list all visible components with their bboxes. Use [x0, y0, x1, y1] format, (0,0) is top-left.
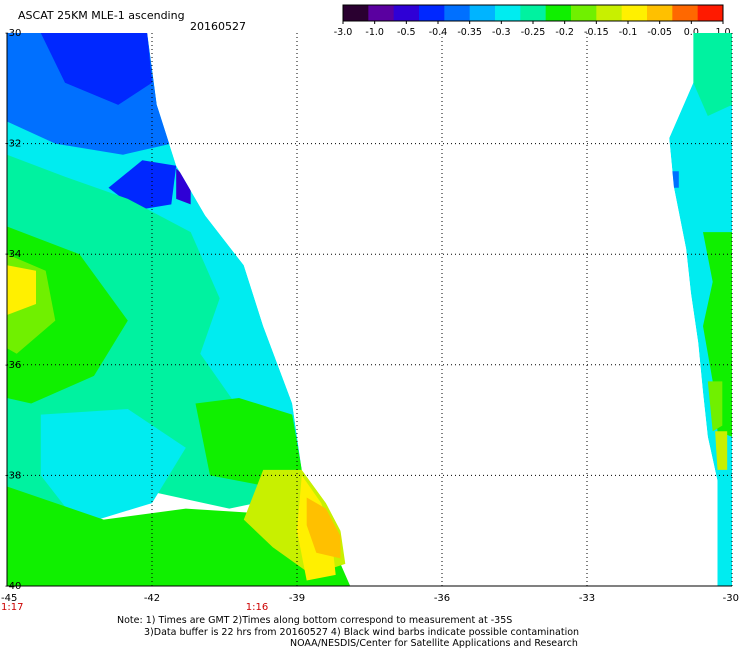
- colorbar-swatch: [419, 5, 445, 21]
- lat-tick-label: -32: [5, 139, 21, 150]
- colorbar-label: -3.0: [334, 27, 353, 38]
- lon-tick-label: -36: [434, 593, 450, 604]
- swath-west-region-9: [195, 398, 302, 487]
- swath-west: [7, 33, 351, 586]
- time-label: 1:16: [246, 602, 268, 613]
- colorbar-swatch: [368, 5, 395, 21]
- swath-east-region-3: [703, 232, 732, 437]
- colorbar-label: -0.05: [647, 27, 672, 38]
- colorbar: -3.0 -1.0 -0.5 -0.4 -0.35 -0.3 -0.25 -0.2 -0.15-…: [334, 4, 731, 38]
- colorbar-label: 0.0: [684, 27, 699, 38]
- lon-tick-label: -30: [723, 593, 739, 604]
- colorbar-label: -0.15: [584, 27, 609, 38]
- footnote-line-2: 3)Data buffer is 22 hrs from 20160527 4)…: [144, 627, 580, 638]
- swath-west-region-3: [108, 160, 177, 210]
- colorbar-swatch: [571, 5, 597, 21]
- map-title: ASCAT 25KM MLE-1 ascending: [18, 9, 185, 22]
- lon-tick-label: -45: [1, 593, 17, 604]
- colorbar-label: -0.3: [492, 27, 511, 38]
- swath-east-region-5: [715, 431, 728, 470]
- colorbar-swatch: [647, 5, 673, 21]
- colorbar-swatch: [596, 5, 623, 21]
- colorbar-swatch: [495, 5, 521, 21]
- graticule: [6, 33, 733, 587]
- colorbar-swatch: [621, 5, 648, 21]
- swath-west-region-4: [176, 168, 191, 205]
- lon-tick-label: -39: [289, 593, 305, 604]
- colorbar-swatch: [697, 5, 724, 21]
- colorbar-label: -0.25: [521, 27, 546, 38]
- lon-tick-label: -42: [144, 593, 160, 604]
- footnote-line-1: Note: 1) Times are GMT 2)Times along bot…: [117, 615, 513, 626]
- colorbar-swatch: [672, 5, 699, 21]
- swath-east-region-4: [707, 381, 723, 432]
- swath-east-region-2: [669, 171, 679, 188]
- axis-labels: -45 -42 -39 -36 -33 -30 -30 -32 -34 -36 -38 -40 1:17…: [1, 28, 739, 613]
- colorbar-label: 1.0: [715, 27, 730, 38]
- colorbar-swatch: [393, 5, 420, 21]
- colorbar-label: -0.35: [457, 27, 482, 38]
- lat-tick-label: -30: [5, 28, 21, 39]
- colorbar-swatch: [545, 5, 572, 21]
- swath-west-region-11: [7, 486, 351, 586]
- swath-east-region-1: [693, 33, 732, 116]
- colorbar-label: -0.1: [619, 27, 638, 38]
- colorbar-label: -1.0: [365, 27, 384, 38]
- lat-tick-label: -34: [5, 249, 21, 260]
- swath-west-region-10: [40, 409, 186, 526]
- time-label: 1:17: [1, 602, 23, 613]
- colorbar-swatch: [444, 5, 471, 21]
- lat-tick-label: -38: [5, 470, 21, 481]
- lon-tick-label: -33: [579, 593, 595, 604]
- swath-layer: [7, 33, 732, 586]
- lat-tick-label: -36: [5, 360, 21, 371]
- footnote-line-3: NOAA/NESDIS/Center for Satellite Applica…: [290, 638, 578, 649]
- colorbar-label: -0.5: [397, 27, 416, 38]
- colorbar-label: -0.4: [429, 27, 448, 38]
- colorbar-swatch: [343, 5, 369, 21]
- colorbar-label: -0.2: [555, 27, 574, 38]
- swath-east: [669, 33, 732, 586]
- colorbar-swatch: [469, 5, 496, 21]
- map-date: 20160527: [190, 20, 246, 33]
- swath-west-region-2: [40, 33, 152, 105]
- colorbar-swatch: [520, 5, 547, 21]
- swath-west-region-8: [7, 265, 36, 315]
- swath-west-region-14: [306, 497, 341, 559]
- lat-tick-label: -40: [5, 581, 21, 592]
